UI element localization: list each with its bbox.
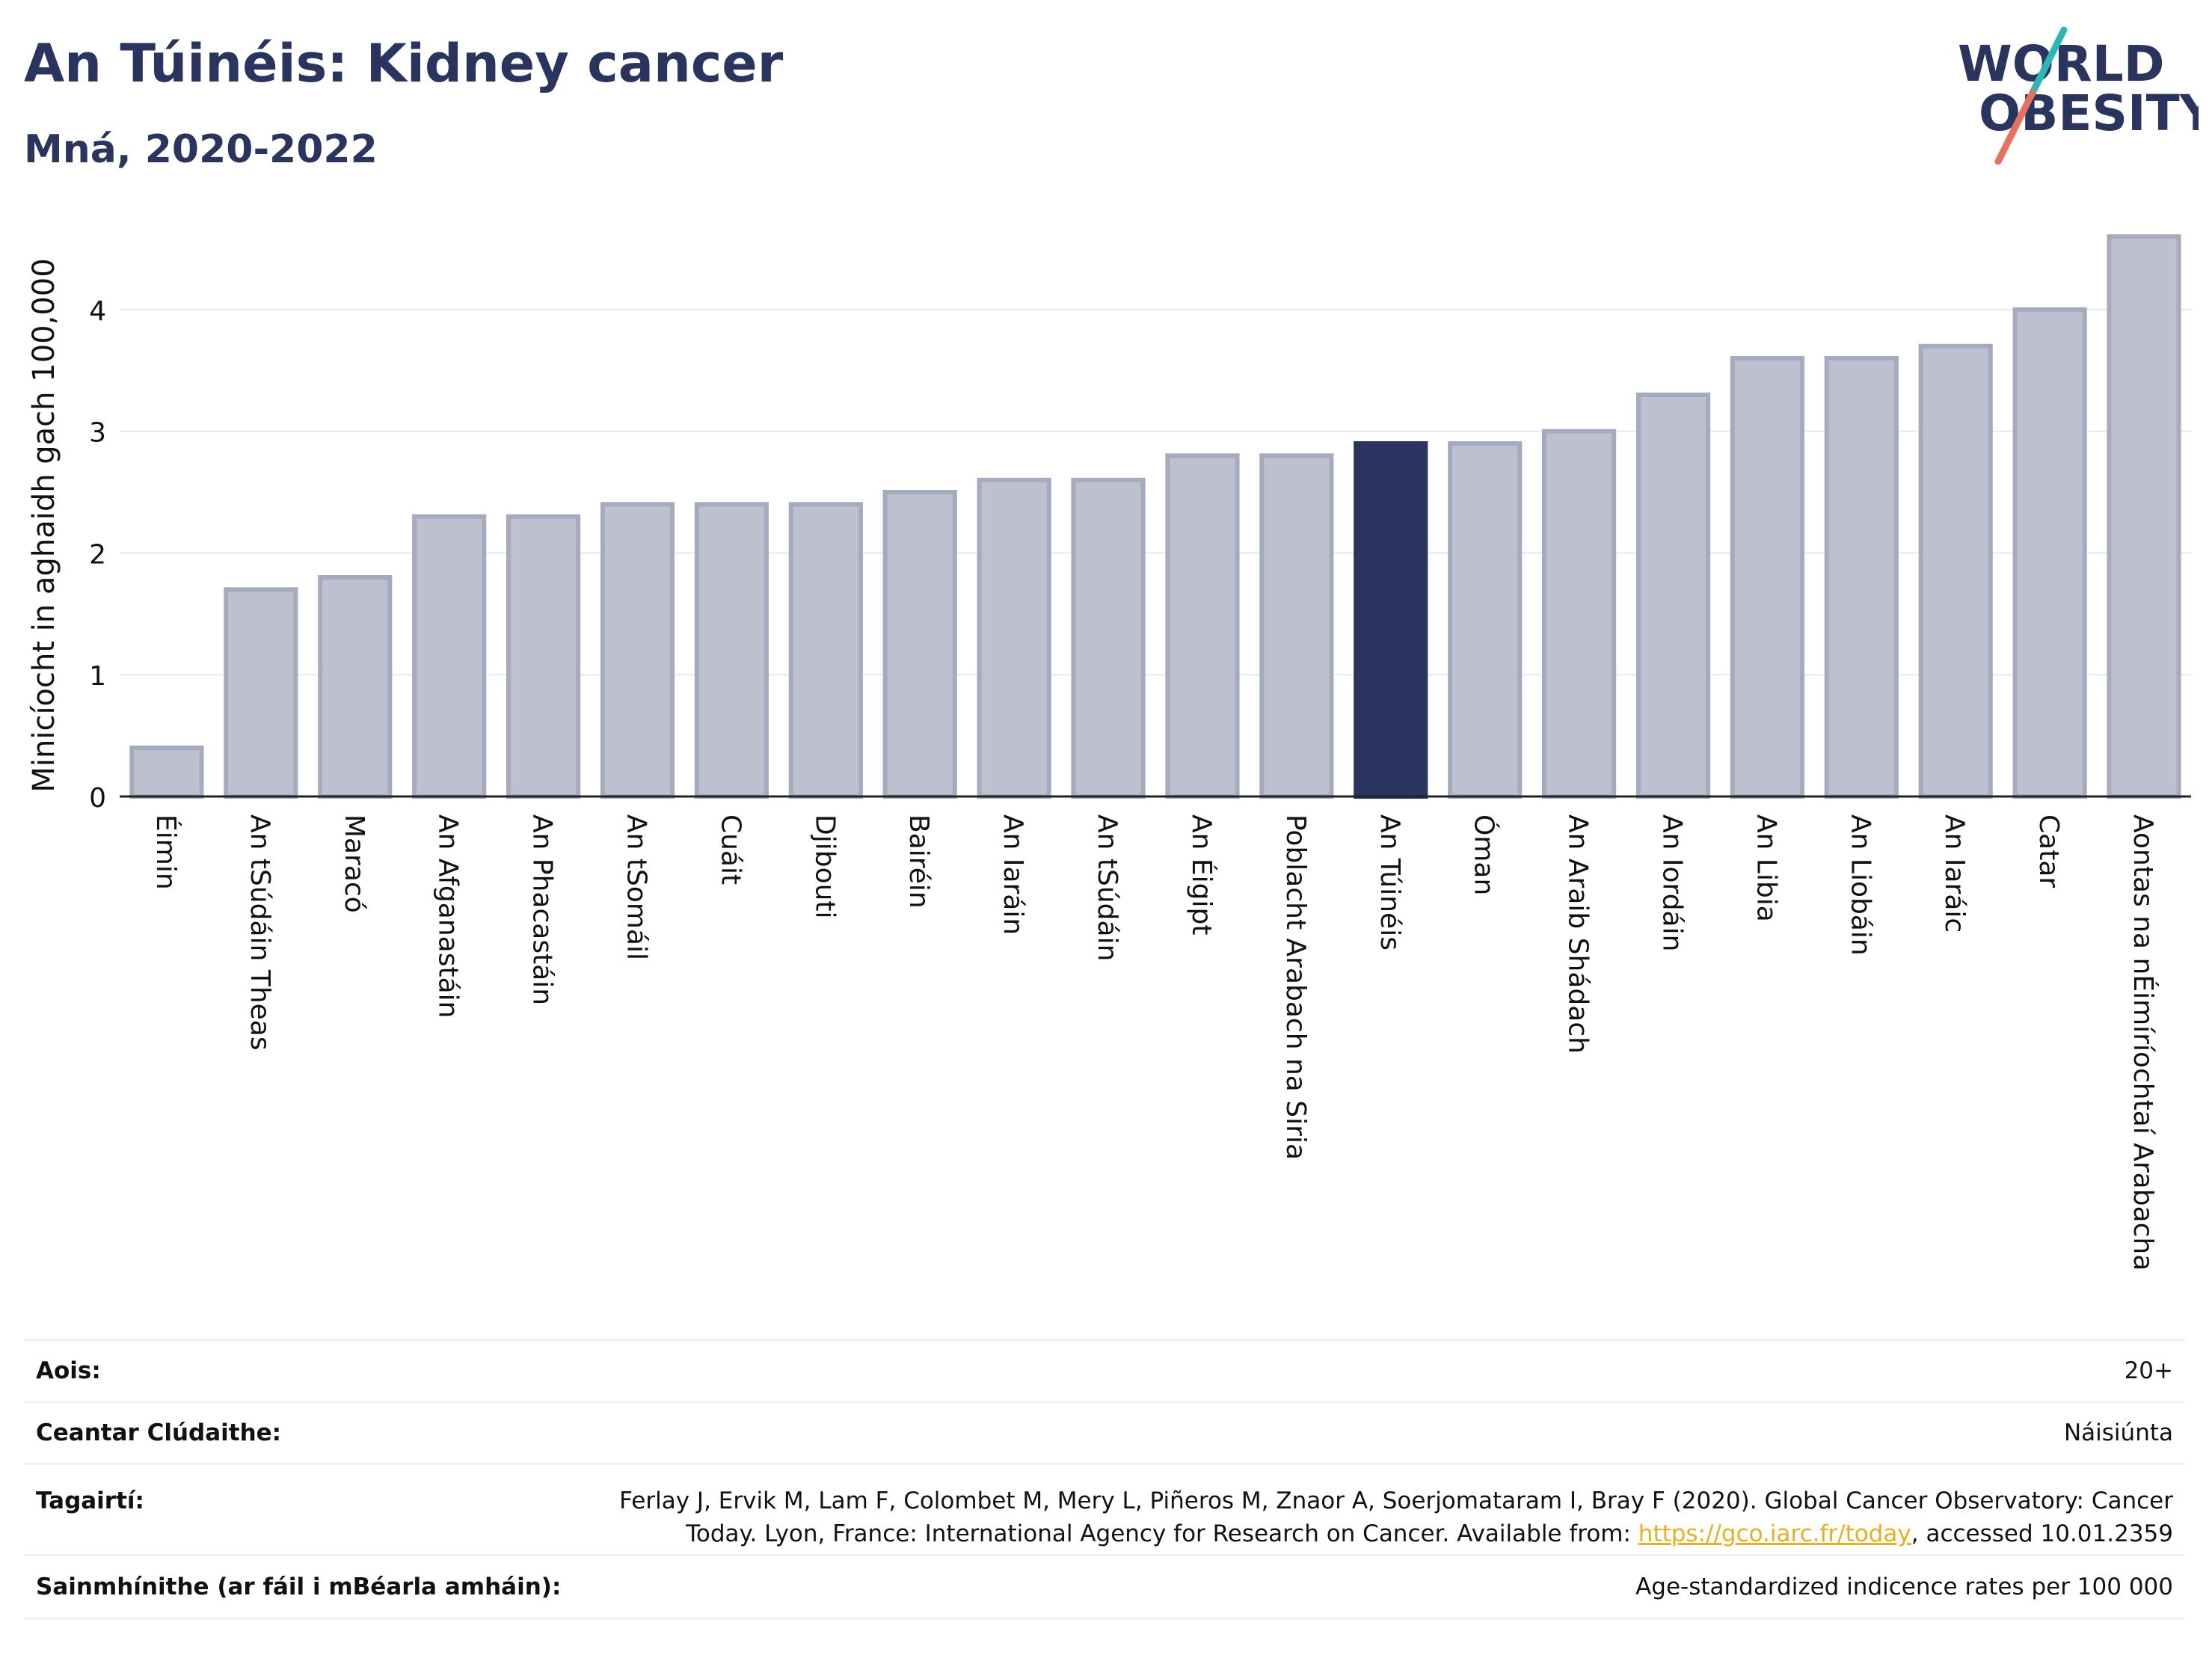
bar (129, 745, 204, 799)
x-tick-label: Maracó (339, 814, 369, 913)
references-label: Tagairtí: (36, 1487, 144, 1514)
y-tick-label: 1 (89, 661, 106, 692)
definitions-label: Sainmhínithe (ar fáil i mBéarla amháin): (36, 1573, 562, 1600)
logo-slash-teal (2029, 26, 2068, 96)
x-tick-label: Aontas na nÉimíríochtaí Arabacha (2127, 814, 2159, 1271)
bar (224, 587, 298, 799)
bar (977, 477, 1051, 799)
info-table: Aois: 20+ Ceantar Clúdaithe: Náisiúnta T… (24, 1339, 2185, 1620)
world-obesity-logo: WORLD OBESITY (1958, 26, 2199, 165)
x-tick-label: Bairéin (903, 814, 934, 909)
definitions-value: Age-standardized indicence rates per 100… (1635, 1573, 2173, 1600)
x-tick-labels: Éimin An tSúdáin Theas Maracó An Afganastái… (150, 814, 2159, 1271)
x-tick-label: An tSomáil (621, 814, 652, 960)
x-tick-label: An Libia (1751, 814, 1781, 922)
bar (1824, 356, 1899, 799)
bar (1730, 356, 1804, 799)
x-tick-label: An tSúdáin Theas (245, 814, 275, 1051)
bar (1635, 392, 1711, 799)
x-tick-label: An Afganastáin (433, 814, 464, 1018)
x-tick-label: An Araib Shádach (1563, 814, 1594, 1054)
references-line2-post: , accessed 10.01.2359 (1911, 1520, 2173, 1547)
y-axis-label: Minicíocht in aghaidh gach 100,000 (27, 258, 61, 792)
x-tick-label: An Éigipt (1186, 814, 1217, 935)
bar (600, 502, 675, 799)
page-subtitle: Mná, 2020-2022 (24, 127, 378, 172)
x-tick-label: Óman (1469, 814, 1500, 895)
x-tick-label: Catar (2033, 814, 2064, 888)
x-tick-label: An Iaráic (1939, 814, 1970, 933)
bar (318, 575, 393, 799)
bar (1448, 440, 1523, 799)
bar (694, 502, 769, 799)
references-link[interactable]: https://gco.iarc.fr/today (1638, 1520, 1911, 1547)
x-tick-label: Cuáit (715, 814, 746, 885)
info-row-definitions: Sainmhínithe (ar fáil i mBéarla amháin):… (24, 1554, 2185, 1620)
logo-line1: WORLD (1958, 35, 2165, 93)
page-title: An Túinéis: Kidney cancer (24, 33, 784, 94)
bar (788, 502, 863, 799)
references-value: Ferlay J, Ervik M, Lam F, Colombet M, Me… (619, 1484, 2173, 1550)
bar (1071, 477, 1146, 799)
info-row-area: Ceantar Clúdaithe: Náisiúnta (24, 1401, 2185, 1463)
references-line1: Ferlay J, Ervik M, Lam F, Colombet M, Me… (619, 1487, 2173, 1514)
bar (2012, 307, 2087, 799)
bars (129, 234, 2181, 799)
bar (412, 514, 487, 799)
y-tick-label: 4 (89, 296, 106, 327)
logo-slash-coral (1994, 89, 2036, 165)
info-row-age: Aois: 20+ (24, 1339, 2185, 1401)
y-tick-label: 2 (89, 539, 106, 570)
area-value: Náisiúnta (2063, 1419, 2173, 1446)
y-tick-labels: 0 1 2 3 4 (89, 296, 106, 814)
area-label: Ceantar Clúdaithe: (36, 1419, 282, 1446)
x-tick-label: Poblacht Arabach na Siria (1280, 814, 1311, 1160)
x-tick-label: An Iaráin (998, 814, 1028, 935)
y-tick-label: 0 (89, 783, 106, 814)
bar (1165, 453, 1240, 799)
x-tick-label: An tSúdáin (1092, 814, 1122, 961)
x-tick-label: Éimin (150, 814, 182, 890)
references-line2-pre: Today. Lyon, France: International Agenc… (686, 1520, 1638, 1547)
bar-highlight (1354, 440, 1428, 799)
bar (506, 514, 581, 799)
x-tick-label: An Iordáin (1657, 814, 1688, 951)
age-value: 20+ (2124, 1357, 2173, 1384)
bar-chart: 0 1 2 3 4 Éimin An tSúdáin Theas Maracó An Afga… (27, 234, 2191, 1271)
age-label: Aois: (36, 1357, 101, 1384)
bar (1259, 453, 1334, 799)
x-tick-label: An Túinéis (1374, 814, 1405, 951)
bar (1918, 343, 1993, 799)
x-tick-label: An Phacastáin (527, 814, 558, 1005)
x-tick-label: Djibouti (809, 814, 840, 919)
x-tick-label: An Liobáin (1845, 814, 1875, 956)
bar (1542, 429, 1617, 799)
y-tick-label: 3 (89, 418, 106, 449)
bar (882, 490, 957, 799)
info-row-references: Tagairtí: Ferlay J, Ervik M, Lam F, Colo… (24, 1463, 2185, 1554)
bar (2107, 234, 2181, 799)
